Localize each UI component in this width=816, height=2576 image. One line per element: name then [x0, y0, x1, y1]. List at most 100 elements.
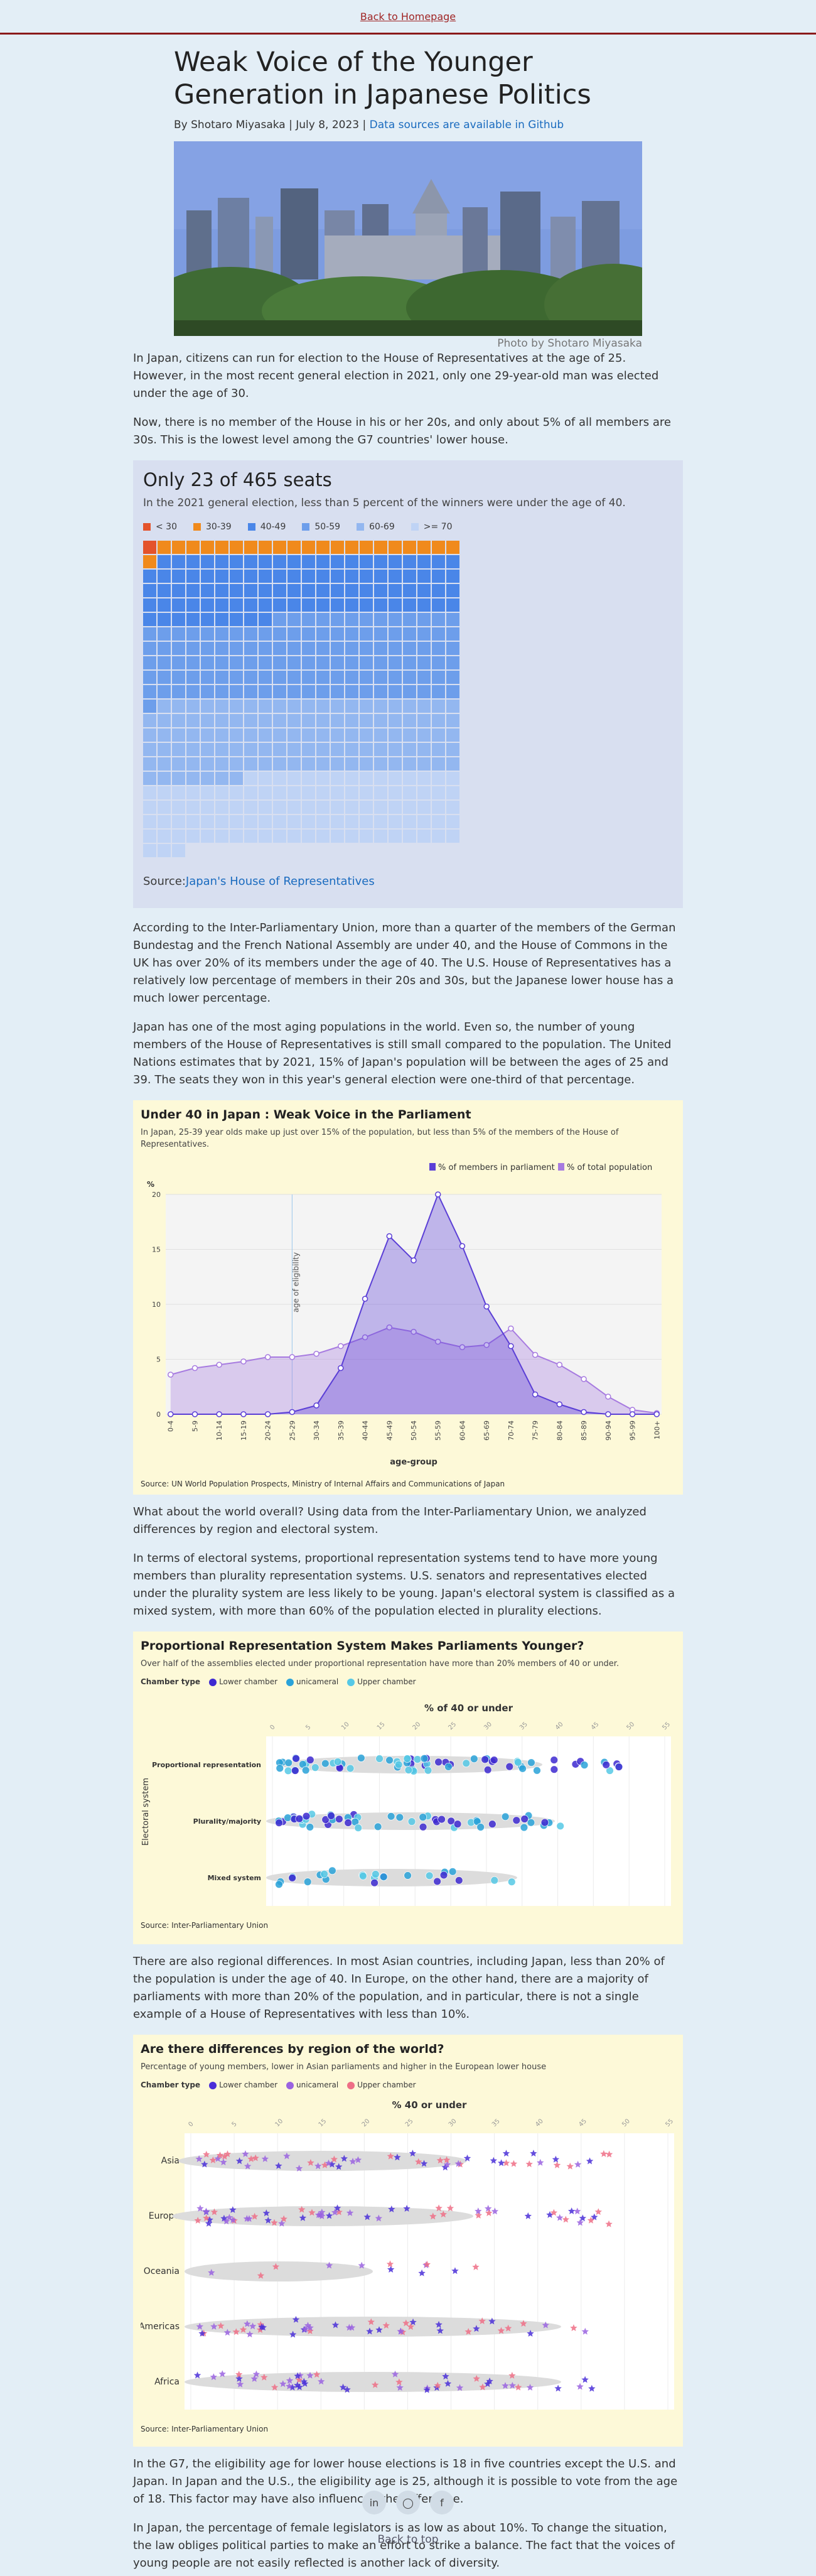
data-point	[375, 2326, 383, 2334]
waffle-chart-card: Only 23 of 465 seats In the 2021 general…	[133, 460, 683, 908]
waffle-seat	[403, 584, 416, 597]
waffle-seat	[446, 555, 459, 568]
chart3-subtitle: Percentage of young members, lower in As…	[141, 2062, 547, 2072]
data-point	[235, 2157, 244, 2165]
chart1-source-link-mic[interactable]: Ministry of Internal Affairs and Communi…	[292, 1480, 505, 1488]
waffle-seat	[316, 671, 330, 684]
chart2-source-link[interactable]: Inter-Parliamentary Union	[171, 1921, 269, 1930]
chart2-chamber-legend: Chamber type Lower chamber unicameral Up…	[141, 1677, 675, 1686]
waffle-seat	[345, 642, 358, 655]
data-point	[566, 2162, 574, 2170]
paragraph-4: Japan has one of the most aging populati…	[133, 1020, 672, 1086]
data-point	[404, 1766, 413, 1774]
chart2-subtitle: Over half of the assemblies elected unde…	[141, 1659, 620, 1669]
data-point	[271, 2383, 279, 2391]
y-tick-label: 5	[156, 1356, 161, 1364]
waffle-seat	[259, 671, 272, 684]
x-tick-label: 10	[340, 1721, 351, 1731]
linkedin-icon[interactable]: in	[362, 2491, 386, 2514]
data-point	[306, 2327, 314, 2334]
facebook-icon[interactable]: f	[430, 2491, 454, 2514]
waffle-seat	[316, 584, 330, 597]
axis-title: % 40 or under	[392, 2099, 468, 2111]
waffle-seat	[215, 757, 228, 771]
waffle-seat	[186, 830, 200, 843]
waffle-seat	[403, 743, 416, 756]
row-label: Proportional representation	[152, 1761, 261, 1769]
waffle-seat	[316, 743, 330, 756]
y-axis-title: %	[147, 1180, 154, 1189]
y-tick-label: 15	[152, 1246, 161, 1254]
data-point	[442, 2373, 449, 2380]
x-tick-label: 55	[664, 2118, 675, 2128]
waffle-source-link[interactable]: Japan's House of Representatives	[185, 875, 375, 888]
data-point	[602, 1760, 611, 1769]
waffle-seat	[345, 671, 358, 684]
data-point	[386, 2260, 394, 2268]
chart3-ctype-upper: Upper chamber	[347, 2081, 416, 2089]
waffle-seat	[360, 757, 373, 771]
data-point	[311, 1763, 319, 1772]
data-point	[306, 2371, 314, 2379]
data-point	[476, 1823, 485, 1831]
waffle-legend-label: 50-59	[314, 522, 341, 532]
back-to-top-link[interactable]: Back to top	[377, 2533, 439, 2546]
population-point	[556, 1361, 563, 1368]
data-point	[550, 2209, 558, 2216]
data-point	[581, 2376, 589, 2383]
back-to-homepage-link[interactable]: Back to Homepage	[360, 10, 456, 23]
waffle-seat	[143, 656, 156, 669]
waffle-seat	[244, 642, 257, 655]
data-point	[262, 2209, 271, 2217]
waffle-seat	[287, 728, 301, 742]
waffle-seat	[302, 786, 315, 799]
data-point	[325, 2159, 333, 2167]
chart1-source-link-un[interactable]: UN World Population Prospects	[171, 1480, 287, 1488]
data-point	[444, 2379, 452, 2387]
data-point	[279, 2380, 287, 2388]
waffle-seat	[244, 570, 257, 583]
waffle-seat	[302, 757, 315, 771]
data-point	[275, 1880, 283, 1889]
population-point	[338, 1343, 344, 1350]
violin-shape	[266, 1869, 517, 1886]
data-point	[402, 2319, 410, 2327]
data-point	[419, 1822, 427, 1831]
data-point	[346, 1764, 355, 1773]
data-point	[330, 2155, 338, 2163]
chart3-source-link[interactable]: Inter-Parliamentary Union	[171, 2425, 269, 2433]
data-point	[419, 1813, 427, 1822]
data-point	[491, 2207, 499, 2215]
waffle-seat	[389, 728, 402, 742]
waffle-seat	[389, 555, 402, 568]
waffle-seat	[158, 570, 171, 583]
waffle-seat	[158, 700, 171, 713]
data-point	[483, 1765, 492, 1774]
data-point	[331, 2209, 339, 2216]
data-point	[284, 1758, 293, 1767]
data-point	[429, 2212, 437, 2220]
waffle-seat	[302, 728, 315, 742]
waffle-seat	[186, 656, 200, 669]
waffle-seat	[230, 757, 243, 771]
waffle-seat	[186, 685, 200, 698]
population-point	[264, 1354, 271, 1360]
y-tick-label: 10	[152, 1301, 161, 1309]
github-icon[interactable]: ◯	[396, 2491, 420, 2514]
waffle-seat	[273, 598, 286, 612]
population-point	[459, 1344, 466, 1350]
github-data-link[interactable]: Data sources are available in Github	[369, 119, 564, 131]
x-tick-label: 55-59	[434, 1421, 443, 1441]
waffle-seat	[273, 555, 286, 568]
waffle-seat	[345, 830, 358, 843]
waffle-seat	[158, 757, 171, 771]
waffle-seat	[172, 757, 185, 771]
population-point	[434, 1338, 441, 1345]
data-point	[203, 2214, 210, 2222]
parliament-point	[289, 1409, 296, 1415]
waffle-legend-swatch	[411, 523, 419, 531]
chart3-ctype-upper-label: Upper chamber	[357, 2081, 416, 2089]
data-point	[250, 2212, 259, 2220]
data-point	[229, 2206, 237, 2213]
waffle-seat	[331, 815, 344, 828]
